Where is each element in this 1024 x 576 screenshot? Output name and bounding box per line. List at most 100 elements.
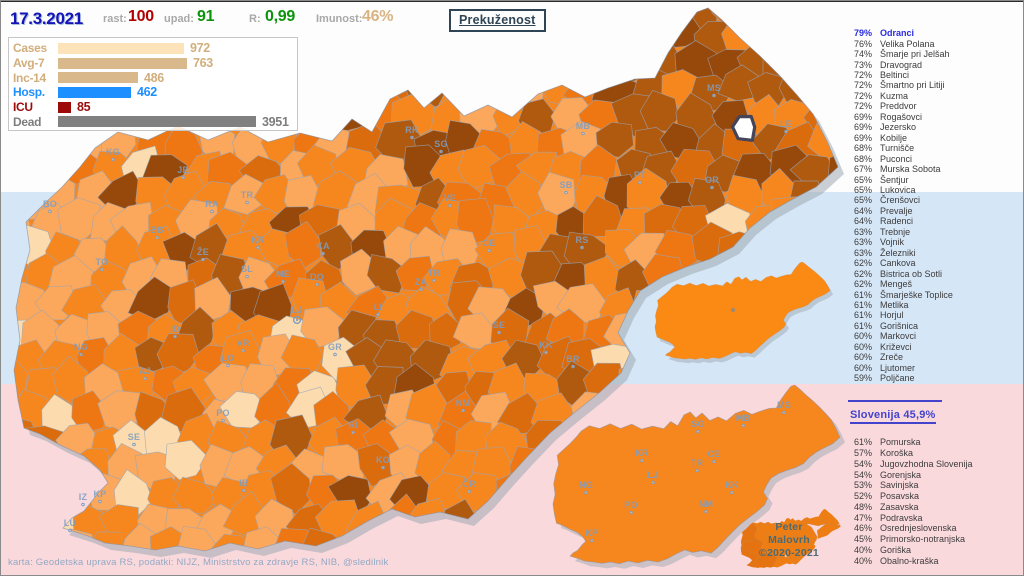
- percent-value: 68%: [853, 143, 872, 154]
- place-name: Prevalje: [880, 205, 913, 216]
- map-label-or: OR: [705, 175, 719, 185]
- percent-value: 47%: [853, 512, 872, 523]
- place-name: Metlika: [880, 300, 909, 310]
- percent-value: 79%: [853, 28, 872, 39]
- percent-value: 60%: [853, 362, 872, 373]
- region-row: 40% Goriška: [846, 545, 1022, 556]
- stat-value: 3951: [262, 114, 289, 129]
- map-label-nm: NM: [699, 499, 714, 509]
- map-label-br: BR: [566, 354, 580, 364]
- stat-label: Cases: [13, 41, 47, 56]
- percent-value: 65%: [853, 195, 872, 206]
- map-label-vr: VR: [236, 338, 249, 348]
- region-row: 48% Zasavska: [846, 502, 1022, 513]
- r-number-label: R:: [249, 13, 261, 25]
- map-label-po: PO: [624, 500, 638, 510]
- place-name: Lukovica: [880, 185, 916, 196]
- author-credit: Peter Malovrh ©2020-2021: [743, 521, 835, 560]
- map-label-ms: MS: [777, 400, 791, 410]
- municipality-row: 63% Trebnje: [846, 227, 1022, 237]
- place-name: Cankova: [880, 258, 916, 269]
- slovenia-total-badge: Slovenija 45,9%: [848, 400, 942, 424]
- municipality-row: 69% Jezersko: [846, 122, 1022, 132]
- region-row: 53% Savinjska: [846, 480, 1022, 491]
- percent-value: 62%: [853, 279, 872, 290]
- municipality-row: 60% Zreče: [846, 352, 1022, 362]
- region-ranking-list: 61% Pomurska 57% Koroška 54% Jugovzhodna Slov…: [846, 437, 1022, 566]
- credit-line-3: ©2020-2021: [759, 547, 819, 559]
- map-label-ce: CE: [482, 238, 495, 248]
- municipality-row: 72% Preddvor: [846, 101, 1022, 111]
- place-name: Savinjska: [880, 480, 919, 491]
- municipality-row: 65% Šentjur: [846, 174, 1022, 185]
- municipality-row: 60% Markovci: [846, 331, 1022, 341]
- place-name: Ljutomer: [880, 362, 916, 373]
- map-label-bb: BB: [150, 225, 164, 235]
- map-label-že: ŽE: [197, 246, 209, 257]
- map-label-kp: KP: [585, 528, 598, 538]
- percent-value: 72%: [853, 80, 872, 91]
- map-label-mb: MB: [736, 413, 751, 423]
- percent-value: 73%: [853, 59, 872, 70]
- place-name: Posavska: [880, 491, 920, 502]
- percent-value: 63%: [853, 237, 872, 248]
- place-name: Gorišnica: [880, 320, 919, 331]
- map-label-kk: KK: [539, 340, 553, 350]
- percent-value: 40%: [853, 544, 872, 555]
- percent-value: 57%: [853, 448, 872, 459]
- map-label-tr: TR: [428, 268, 441, 278]
- place-name: Mengeš: [880, 279, 913, 290]
- percent-value: 54%: [853, 458, 872, 469]
- municipality-row: 62% Mengeš: [846, 279, 1022, 289]
- percent-value: 60%: [853, 331, 872, 342]
- map-label-ve: VE: [444, 193, 457, 203]
- municipality-row: 61% Metlika: [846, 300, 1022, 310]
- stat-label: Hosp.: [13, 85, 45, 100]
- place-name: Murska Sobota: [880, 164, 941, 175]
- region-row: 46% Osrednjeslovenska: [846, 523, 1022, 534]
- place-name: Odranci: [880, 28, 915, 39]
- stats-bar-panel: Cases 972 Avg-7 763 Inc-14 486 Hosp. 462 ICU 85 De…: [8, 37, 298, 131]
- map-label-lu: LU: [64, 518, 77, 528]
- map-label-sb: SB: [559, 180, 572, 190]
- map-label-ce: CE: [707, 449, 720, 459]
- place-name: Križevci: [880, 341, 912, 352]
- municipality-row: 69% Rogašovci: [846, 112, 1022, 122]
- municipality-row: 69% Kobilje: [846, 133, 1022, 143]
- map-label-aj: AJ: [139, 366, 151, 376]
- percent-value: 63%: [853, 247, 872, 258]
- municipality-row: 74% Šmarje pri Jelšah: [846, 49, 1022, 59]
- place-name: Vojnik: [880, 237, 905, 248]
- map-label-bo: BO: [43, 199, 57, 209]
- map-label-po: PO: [216, 408, 230, 418]
- map-label-to: TO: [96, 257, 109, 267]
- place-name: Šentjur: [880, 174, 909, 185]
- percent-value: 62%: [853, 258, 872, 269]
- region-row: 40% Obalno-kraška: [846, 555, 1022, 566]
- map-label-do: DO: [310, 272, 324, 282]
- map-label-id: ID: [170, 324, 180, 334]
- percent-value: 67%: [853, 164, 872, 175]
- stat-value: 972: [190, 41, 210, 56]
- municipality-row: 63% Železniki: [846, 248, 1022, 258]
- map-label-kr: KR: [635, 448, 649, 458]
- prekuzenost-toggle-button[interactable]: Prekuženost: [449, 9, 546, 32]
- place-name: Šmarješke Toplice: [880, 289, 953, 300]
- map-label-kk: KK: [725, 480, 739, 490]
- map-label-gr: GR: [328, 342, 342, 352]
- region-row: 47% Podravska: [846, 512, 1022, 523]
- map-label-ng: NG: [74, 342, 88, 352]
- percent-value: 65%: [853, 185, 872, 196]
- percent-value: 64%: [853, 216, 872, 227]
- place-name: Šmarje pri Jelšah: [880, 49, 950, 60]
- credit-line-2: Malovrh: [768, 534, 810, 546]
- map-label-ra: RA: [205, 199, 219, 209]
- inset-ljubljana-dot: [730, 307, 736, 313]
- region-row: 54% Gorenjska: [846, 469, 1022, 480]
- municipality-row: 76% Velika Polana: [846, 38, 1022, 49]
- municipality-row: 61% Horjul: [846, 310, 1022, 320]
- r-number-value: 0,99: [265, 8, 295, 25]
- map-label-le: LE: [780, 119, 792, 129]
- map-label-se: SE: [493, 320, 506, 330]
